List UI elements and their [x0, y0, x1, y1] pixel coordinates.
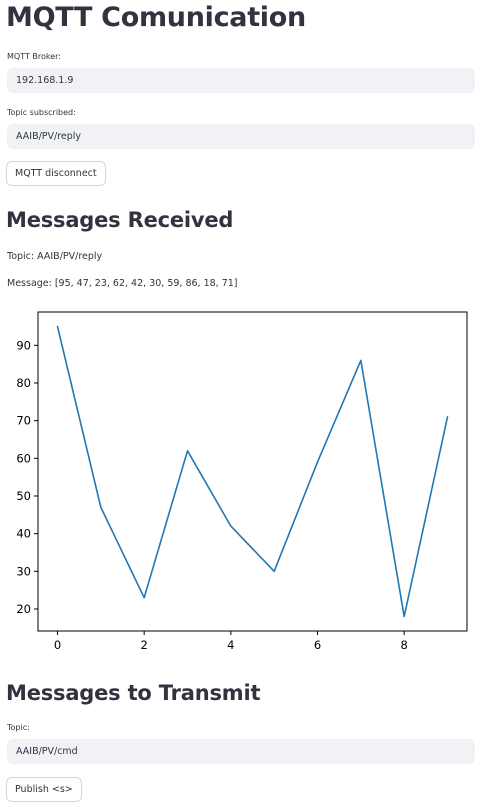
y-tick-label: 20: [16, 602, 31, 616]
y-tick-label: 40: [16, 527, 31, 541]
y-tick-label: 30: [16, 564, 31, 578]
messages-to-transmit-heading: Messages to Transmit: [6, 681, 261, 705]
chart-series: [56, 325, 449, 618]
received-message-value: [95, 47, 23, 62, 42, 30, 59, 86, 18, 71]: [54, 278, 238, 289]
x-tick-label: 0: [54, 638, 61, 652]
received-message-prefix: Message:: [7, 278, 52, 289]
received-message-line: Message: [95, 47, 23, 62, 42, 30, 59, 86,…: [7, 278, 238, 289]
y-tick-label: 70: [16, 414, 31, 428]
y-tick-label: 60: [16, 451, 31, 465]
topic-subscribed-label: Topic subscribed:: [7, 108, 76, 117]
received-topic-prefix: Topic:: [7, 251, 35, 262]
x-tick-label: 4: [227, 638, 234, 652]
received-topic-line: Topic: AAIB/PV/reply: [7, 251, 102, 262]
x-tick-label: 6: [314, 638, 321, 652]
topic-subscribed-input[interactable]: [7, 124, 475, 149]
chart-y-ticks: 20 30 40 50 60 70 80 90: [16, 338, 38, 616]
y-tick-label: 90: [16, 338, 31, 352]
chart-x-ticks: 0 2 4 6 8: [54, 631, 408, 652]
chart-plot-frame: [37, 311, 468, 632]
messages-received-heading: Messages Received: [6, 208, 234, 232]
mqtt-disconnect-button[interactable]: MQTT disconnect: [6, 161, 106, 186]
x-tick-label: 2: [141, 638, 148, 652]
chart-axes: [37, 311, 468, 632]
broker-input[interactable]: [7, 68, 475, 93]
broker-label: MQTT Broker:: [7, 52, 61, 61]
publish-button[interactable]: Publish <s>: [6, 777, 82, 802]
transmit-topic-label: Topic:: [7, 723, 30, 732]
messages-line-chart: 20 30 40 50 60 70 80 90 0 2 4 6 8: [16, 311, 468, 652]
received-topic-value: AAIB/PV/reply: [37, 251, 103, 262]
x-tick-label: 8: [401, 638, 408, 652]
page-title: MQTT Comunication: [6, 2, 306, 33]
y-tick-label: 50: [16, 489, 31, 503]
y-tick-label: 80: [16, 376, 31, 390]
chart-series-line: [56, 325, 449, 618]
transmit-topic-input[interactable]: [7, 739, 475, 764]
